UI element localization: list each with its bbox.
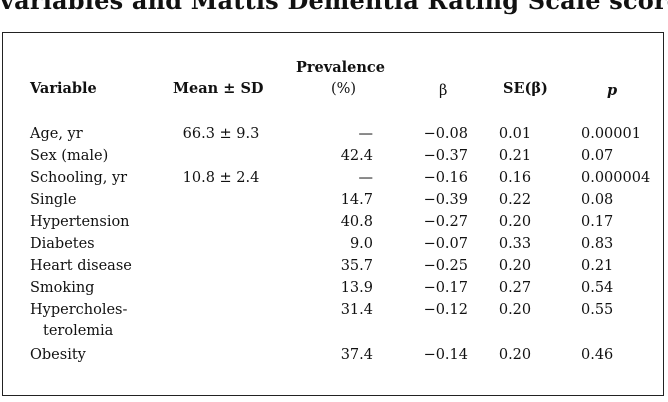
row-beta: −0.27: [423, 214, 468, 230]
header-beta: β: [439, 83, 448, 99]
row-variable: Obesity: [30, 347, 86, 363]
row-se-beta: 0.33: [498, 236, 532, 252]
header-se-beta: SE(β): [503, 80, 548, 97]
row-beta: −0.37: [423, 148, 468, 164]
header-p: p: [607, 82, 618, 99]
row-beta: −0.14: [423, 347, 468, 363]
row-variable: Smoking: [30, 280, 95, 296]
row-p-value: 0.54: [581, 280, 614, 296]
row-variable: Sex (male): [30, 148, 109, 164]
row-se-beta: 0.20: [498, 214, 532, 230]
row-p-value: 0.08: [581, 192, 614, 208]
row-prevalence: 14.7: [340, 192, 373, 208]
row-se-beta: 0.27: [498, 280, 532, 296]
row-variable: Heart disease: [30, 258, 132, 274]
header-prevalence-unit: (%): [331, 81, 357, 97]
header-variable: Variable: [30, 80, 97, 97]
row-se-beta: 0.20: [498, 302, 532, 318]
row-mean-sd: 66.3 ± 9.3: [182, 126, 260, 142]
row-variable: Schooling, yr: [30, 170, 128, 186]
row-p-value: 0.000004: [581, 170, 651, 186]
row-beta: −0.39: [423, 192, 468, 208]
row-prevalence: 40.8: [340, 214, 373, 230]
table-title: variables and Mattis Dementia Rating Sca…: [0, 0, 668, 15]
row-variable: Hypercholes-: [30, 302, 128, 318]
row-prevalence: —: [358, 126, 374, 142]
row-variable-continued: terolemia: [43, 323, 114, 339]
row-mean-sd: 10.8 ± 2.4: [182, 170, 260, 186]
table-frame: Prevalence Variable Mean ± SD (%) β SE(β…: [2, 32, 664, 396]
row-beta: −0.16: [423, 170, 468, 186]
row-p-value: 0.55: [581, 302, 614, 318]
row-prevalence: 42.4: [340, 148, 373, 164]
header-mean-sd: Mean ± SD: [173, 80, 264, 97]
row-p-value: 0.46: [581, 347, 614, 363]
row-variable: Age, yr: [30, 126, 83, 142]
row-p-value: 0.21: [581, 258, 614, 274]
row-se-beta: 0.21: [498, 148, 532, 164]
row-se-beta: 0.16: [498, 170, 532, 186]
row-se-beta: 0.01: [498, 126, 532, 142]
row-p-value: 0.00001: [581, 126, 641, 142]
row-se-beta: 0.20: [498, 258, 532, 274]
row-prevalence: 9.0: [349, 236, 373, 252]
row-prevalence: 35.7: [340, 258, 373, 274]
row-prevalence: 37.4: [340, 347, 373, 363]
row-beta: −0.25: [423, 258, 468, 274]
row-beta: −0.08: [423, 126, 468, 142]
row-beta: −0.12: [423, 302, 468, 318]
row-se-beta: 0.20: [498, 347, 532, 363]
row-p-value: 0.07: [581, 148, 614, 164]
row-prevalence: 31.4: [340, 302, 373, 318]
row-variable: Diabetes: [30, 236, 95, 252]
row-p-value: 0.17: [581, 214, 614, 230]
row-variable: Single: [30, 192, 77, 208]
row-prevalence: —: [358, 170, 374, 186]
row-variable: Hypertension: [30, 214, 130, 230]
header-prevalence: Prevalence: [296, 59, 385, 76]
row-beta: −0.17: [423, 280, 468, 296]
row-se-beta: 0.22: [498, 192, 532, 208]
row-prevalence: 13.9: [340, 280, 373, 296]
row-p-value: 0.83: [581, 236, 614, 252]
row-beta: −0.07: [423, 236, 468, 252]
